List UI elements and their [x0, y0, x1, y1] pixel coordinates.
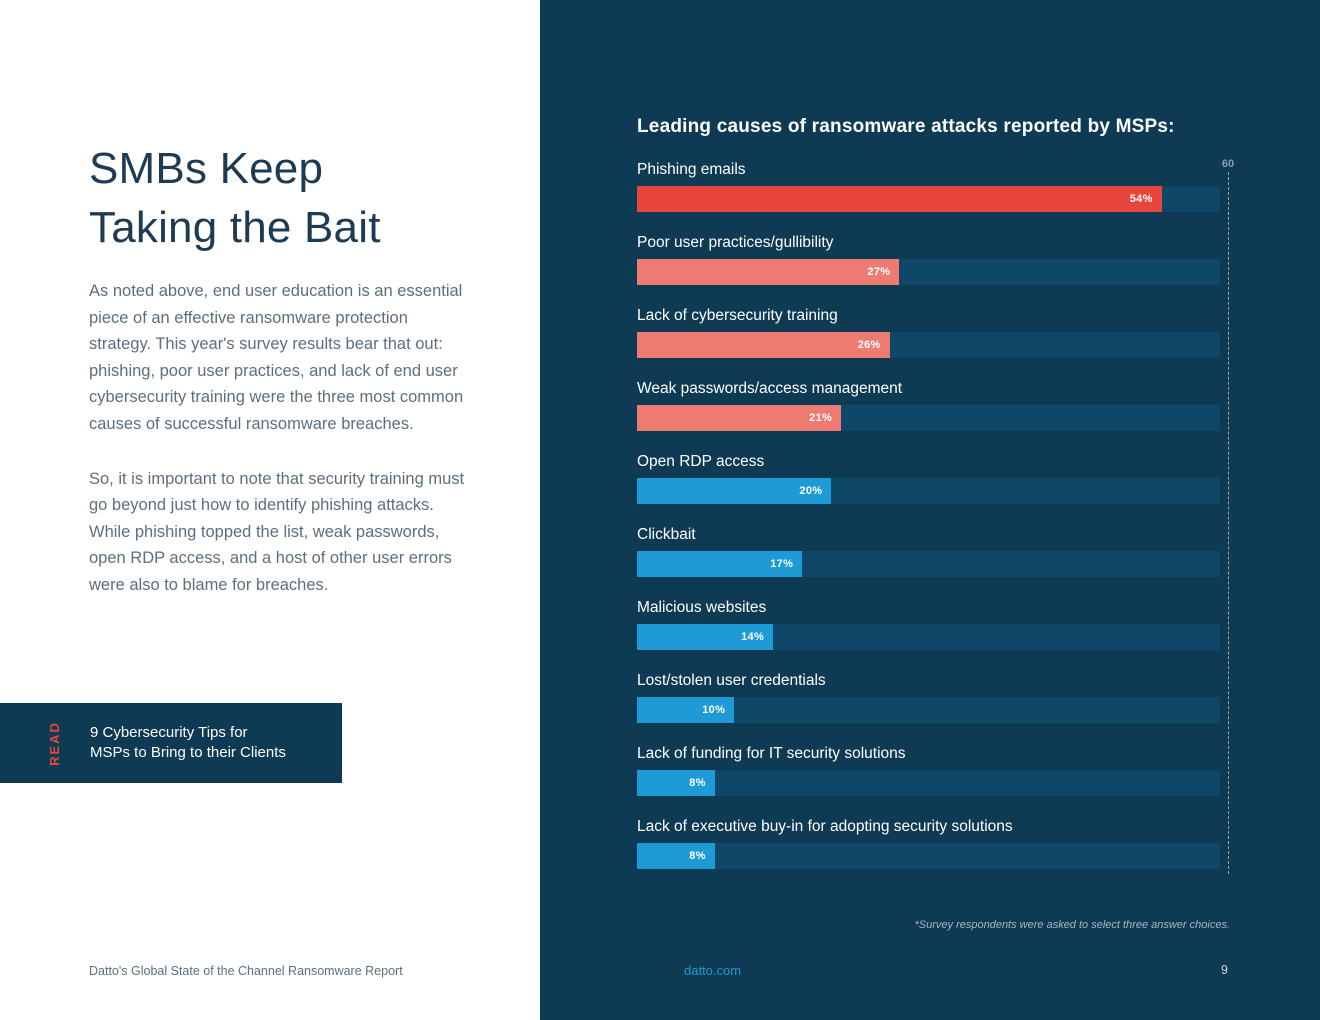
bar-track: 54%	[637, 186, 1220, 212]
bar-label: Lack of executive buy-in for adopting se…	[637, 818, 1013, 835]
bar-track: 26%	[637, 332, 1220, 358]
datto-link[interactable]: datto.com	[684, 963, 742, 978]
intro-paragraph-1: As noted above, end user education is an…	[89, 282, 464, 433]
bar-value: 8%	[689, 850, 706, 862]
bar-value: 54%	[1129, 193, 1153, 205]
bar-fill: 21%	[637, 405, 842, 431]
bar-fill: 20%	[637, 478, 832, 504]
read-text-line2: MSPs to Bring to their Clients	[90, 744, 286, 761]
bar-label: Open RDP access	[637, 453, 765, 470]
left-panel: SMBs Keep Taking the Bait As noted above…	[0, 0, 540, 1020]
chart-row: Phishing emails 54%	[637, 160, 1237, 212]
page-title-line1: SMBs Keep	[89, 144, 324, 194]
bar-value: 17%	[770, 558, 794, 570]
page-title: SMBs Keep Taking the Bait	[89, 139, 381, 257]
bar-fill: 17%	[637, 551, 803, 577]
right-panel: Leading causes of ransomware attacks rep…	[540, 0, 1320, 1020]
bar-fill: 14%	[637, 624, 774, 650]
bar-value: 21%	[809, 412, 833, 424]
bar-value: 27%	[867, 266, 891, 278]
read-label: READ	[46, 720, 62, 766]
read-callout[interactable]: READ 9 Cybersecurity Tips for MSPs to Br…	[0, 703, 342, 783]
bar-label: Weak passwords/access management	[637, 380, 903, 397]
axis-max-line	[1228, 172, 1229, 874]
bar-fill: 54%	[637, 186, 1162, 212]
bar-label: Poor user practices/gullibility	[637, 234, 834, 251]
chart-row: Poor user practices/gullibility 27%	[637, 233, 1237, 285]
bar-label: Phishing emails	[637, 161, 746, 178]
report-footer-text: Datto's Global State of the Channel Rans…	[89, 964, 403, 978]
read-vertical-label: READ	[36, 703, 72, 783]
page-number: 9	[1221, 963, 1228, 977]
bar-track: 20%	[637, 478, 1220, 504]
bar-label: Malicious websites	[637, 599, 767, 616]
chart-row: Lack of cybersecurity training 26%	[637, 306, 1237, 358]
bar-value: 10%	[702, 704, 726, 716]
chart-row: Weak passwords/access management 21%	[637, 379, 1237, 431]
read-callout-text: 9 Cybersecurity Tips for MSPs to Bring t…	[90, 723, 286, 763]
bar-chart: 60 Phishing emails 54% Poor user practic…	[637, 158, 1237, 890]
bar-track: 27%	[637, 259, 1220, 285]
chart-row: Lack of executive buy-in for adopting se…	[637, 817, 1237, 869]
bar-label: Clickbait	[637, 526, 696, 543]
bar-fill: 10%	[637, 697, 735, 723]
chart-title: Leading causes of ransomware attacks rep…	[637, 116, 1175, 137]
bar-fill: 8%	[637, 843, 715, 869]
chart-row: Malicious websites 14%	[637, 598, 1237, 650]
bar-label: Lack of funding for IT security solution…	[637, 745, 906, 762]
bar-track: 8%	[637, 770, 1220, 796]
chart-rows: Phishing emails 54% Poor user practices/…	[637, 158, 1237, 869]
read-text-line1: 9 Cybersecurity Tips for	[90, 724, 248, 741]
bar-fill: 27%	[637, 259, 900, 285]
bar-label: Lost/stolen user credentials	[637, 672, 826, 689]
bar-track: 14%	[637, 624, 1220, 650]
bar-fill: 8%	[637, 770, 715, 796]
bar-value: 8%	[689, 777, 706, 789]
bar-label: Lack of cybersecurity training	[637, 307, 838, 324]
chart-footnote: *Survey respondents were asked to select…	[914, 919, 1231, 931]
bar-value: 26%	[857, 339, 881, 351]
bar-track: 10%	[637, 697, 1220, 723]
axis-max-label: 60	[1221, 158, 1235, 170]
bar-value: 14%	[741, 631, 765, 643]
bar-fill: 26%	[637, 332, 890, 358]
chart-row: Open RDP access 20%	[637, 452, 1237, 504]
chart-row: Lost/stolen user credentials 10%	[637, 671, 1237, 723]
bar-track: 17%	[637, 551, 1220, 577]
intro-text: As noted above, end user education is an…	[89, 278, 471, 627]
chart-row: Clickbait 17%	[637, 525, 1237, 577]
bar-value: 20%	[799, 485, 823, 497]
page-title-line2: Taking the Bait	[89, 203, 381, 253]
chart-row: Lack of funding for IT security solution…	[637, 744, 1237, 796]
bar-track: 8%	[637, 843, 1220, 869]
bar-track: 21%	[637, 405, 1220, 431]
intro-paragraph-2: So, it is important to note that securit…	[89, 469, 465, 594]
